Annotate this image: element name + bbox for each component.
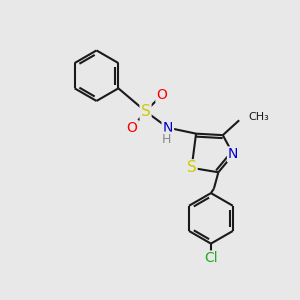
Text: N: N	[163, 121, 173, 135]
Text: O: O	[157, 88, 167, 102]
Text: O: O	[127, 121, 138, 135]
Text: CH₃: CH₃	[248, 112, 269, 122]
Text: Cl: Cl	[204, 251, 218, 266]
Text: S: S	[141, 104, 150, 119]
Text: H: H	[162, 133, 171, 146]
Text: N: N	[228, 148, 238, 161]
Text: S: S	[187, 160, 196, 175]
